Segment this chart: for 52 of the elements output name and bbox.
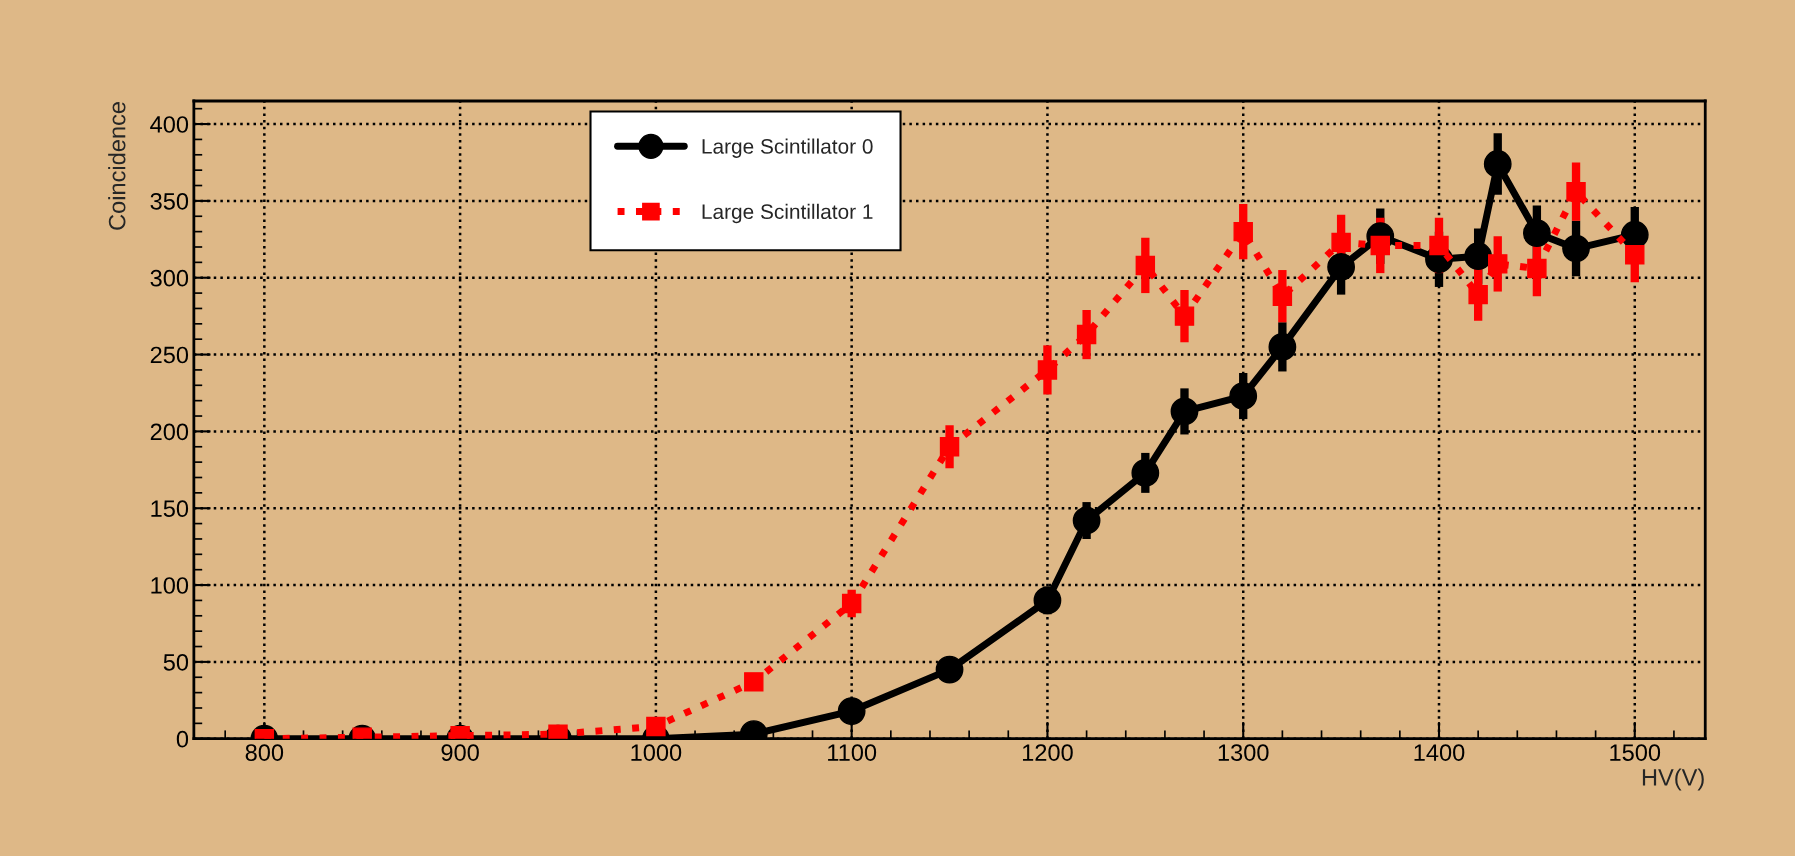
point xyxy=(841,593,862,614)
x-tick-label: 800 xyxy=(245,744,284,761)
y-tick-label: 0 xyxy=(176,730,189,748)
point xyxy=(935,655,964,684)
x-tick-label: 1400 xyxy=(1414,744,1465,761)
point xyxy=(1072,506,1101,535)
point xyxy=(1076,324,1097,345)
point xyxy=(1522,219,1551,248)
point xyxy=(1483,150,1512,178)
point xyxy=(1429,235,1449,256)
y-tick-label: 350 xyxy=(150,192,189,210)
x-axis-title: HV(V) xyxy=(1642,768,1704,791)
point xyxy=(1331,232,1351,253)
point xyxy=(1527,258,1547,279)
point xyxy=(1487,254,1508,274)
point xyxy=(939,437,960,457)
point xyxy=(1229,382,1258,410)
point xyxy=(744,672,764,692)
x-tick-label: 1000 xyxy=(631,744,682,761)
x-tick-label: 1100 xyxy=(828,744,877,761)
y-tick-label: 300 xyxy=(150,269,189,287)
point xyxy=(646,716,666,737)
y-tick-label: 200 xyxy=(150,423,189,441)
point xyxy=(1562,234,1590,263)
point xyxy=(1135,255,1156,276)
y-tick-label: 250 xyxy=(150,346,189,364)
point xyxy=(1037,360,1058,380)
point xyxy=(1468,284,1488,305)
y-axis-title: Coincidence xyxy=(108,102,126,230)
point xyxy=(1174,306,1195,326)
point xyxy=(1370,235,1390,256)
y-tick-label: 50 xyxy=(163,653,189,671)
legend-label: Large Scintillator 1 xyxy=(702,203,873,224)
y-tick-label: 100 xyxy=(151,577,189,594)
point xyxy=(1625,244,1645,265)
point xyxy=(1268,332,1297,361)
point xyxy=(1170,397,1199,426)
point xyxy=(1566,181,1586,202)
point xyxy=(1033,586,1062,615)
x-tick-label: 1500 xyxy=(1610,744,1661,761)
point xyxy=(1233,221,1253,242)
x-tick-label: 900 xyxy=(441,744,479,761)
point xyxy=(1327,253,1355,281)
point xyxy=(1272,286,1293,306)
point xyxy=(837,697,866,725)
point xyxy=(1464,242,1493,271)
x-tick-label: 1300 xyxy=(1218,744,1269,761)
y-tick-label: 150 xyxy=(151,500,189,518)
point xyxy=(1131,458,1160,487)
legend-label: Large Scintillator 0 xyxy=(702,138,873,158)
x-tick-label: 1200 xyxy=(1022,744,1073,761)
y-tick-label: 400 xyxy=(150,116,189,133)
